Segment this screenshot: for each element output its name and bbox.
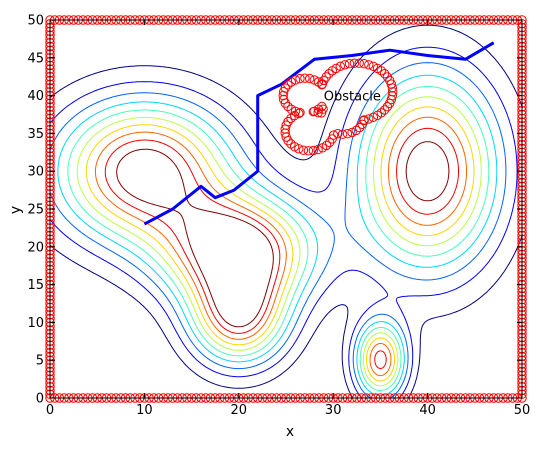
y-tick-label: 10: [27, 316, 44, 331]
obstacle-marker: [286, 113, 296, 124]
y-tick-label: 45: [27, 51, 44, 66]
obstacle-marker: [283, 80, 293, 90]
obstacle-marker: [308, 145, 318, 156]
obstacle-marker: [290, 106, 301, 117]
y-tick-label: 0: [36, 392, 44, 407]
obstacle-marker: [386, 94, 396, 105]
contour-layer: [49, 24, 523, 399]
obstacle-marker: [298, 145, 309, 155]
contour-level-7: [85, 106, 475, 382]
obstacle-marker: [328, 130, 339, 140]
obstacle-marker: [337, 129, 348, 139]
obstacle-marker: [379, 69, 390, 79]
y-tick-label: 15: [27, 278, 44, 293]
obstacle-marker: [309, 75, 319, 85]
contour-level-9: [104, 127, 459, 370]
path-layer: [143, 41, 495, 226]
obstacle-marker: [379, 105, 390, 115]
obstacle-marker: [317, 80, 327, 90]
obstacle-marker: [387, 91, 397, 101]
x-tick-label: 30: [325, 403, 342, 418]
obstacle-marker: [313, 108, 323, 118]
x-axis-label: x: [286, 424, 294, 440]
obstacle-marker: [327, 66, 337, 76]
contour-level-5: [67, 85, 490, 391]
obstacle-marker: [294, 144, 304, 154]
obstacle-marker: [295, 73, 305, 84]
obstacle-marker: [316, 108, 327, 118]
obstacle-marker: [305, 73, 315, 84]
obstacle-marker: [303, 146, 314, 156]
obstacle-marker: [351, 125, 361, 136]
obstacle-marker: [286, 77, 296, 87]
obstacle-marker: [354, 122, 365, 133]
obstacle-marker: [359, 115, 369, 126]
contour-level-3: [49, 62, 507, 399]
obstacle-marker: [283, 101, 293, 112]
obstacle-marker: [359, 59, 369, 69]
obstacle-marker: [354, 58, 364, 68]
obstacle-marker: [376, 108, 386, 118]
obstacle-marker: [382, 72, 393, 82]
obstacle-marker: [300, 73, 310, 83]
obstacle-marker: [279, 87, 289, 97]
obstacle-marker: [340, 60, 350, 70]
contour-level-4: [57, 74, 498, 396]
obstacle-marker: [327, 134, 337, 144]
obstacle-marker: [364, 114, 374, 124]
obstacle-marker: [280, 98, 290, 108]
x-tick-label: 20: [231, 403, 248, 418]
x-tick-label: 10: [136, 403, 153, 418]
y-tick-label: 20: [27, 240, 44, 255]
obstacle-layer: [278, 58, 398, 156]
path-line: [143, 41, 495, 226]
obstacle-marker: [344, 59, 355, 69]
obstacle-marker: [368, 112, 378, 123]
obstacle-marker: [364, 60, 374, 70]
tick-layer: 0 10 20 30 40 50 0 5 10 15 20 25 30 35 40 45 50: [27, 14, 530, 419]
obstacle-marker: [321, 140, 332, 151]
y-tick-label: 30: [27, 165, 44, 180]
y-tick-label: 5: [36, 354, 44, 369]
obstacle-label: Obstacle: [324, 90, 381, 105]
y-tick-label: 25: [27, 203, 44, 218]
x-tick-label: 40: [419, 403, 436, 418]
contour-level-10: [116, 141, 450, 328]
x-tick-label: 50: [514, 403, 531, 418]
obstacle-marker: [313, 144, 323, 155]
y-tick-label: 35: [27, 127, 44, 142]
contour-level-6: [76, 96, 482, 387]
obstacle-marker: [295, 107, 305, 118]
y-tick-label: 50: [27, 14, 44, 29]
contour-level-8: [95, 116, 467, 377]
y-axis-label: y: [8, 206, 24, 214]
obstacle-marker: [324, 69, 334, 79]
y-tick-label: 40: [27, 89, 44, 104]
obstacle-marker: [342, 129, 353, 139]
obstacle-marker: [333, 129, 343, 139]
obstacle-marker: [368, 61, 378, 72]
obstacle-marker: [349, 58, 360, 68]
obstacle-marker: [283, 136, 293, 146]
x-tick-label: 0: [46, 403, 54, 418]
